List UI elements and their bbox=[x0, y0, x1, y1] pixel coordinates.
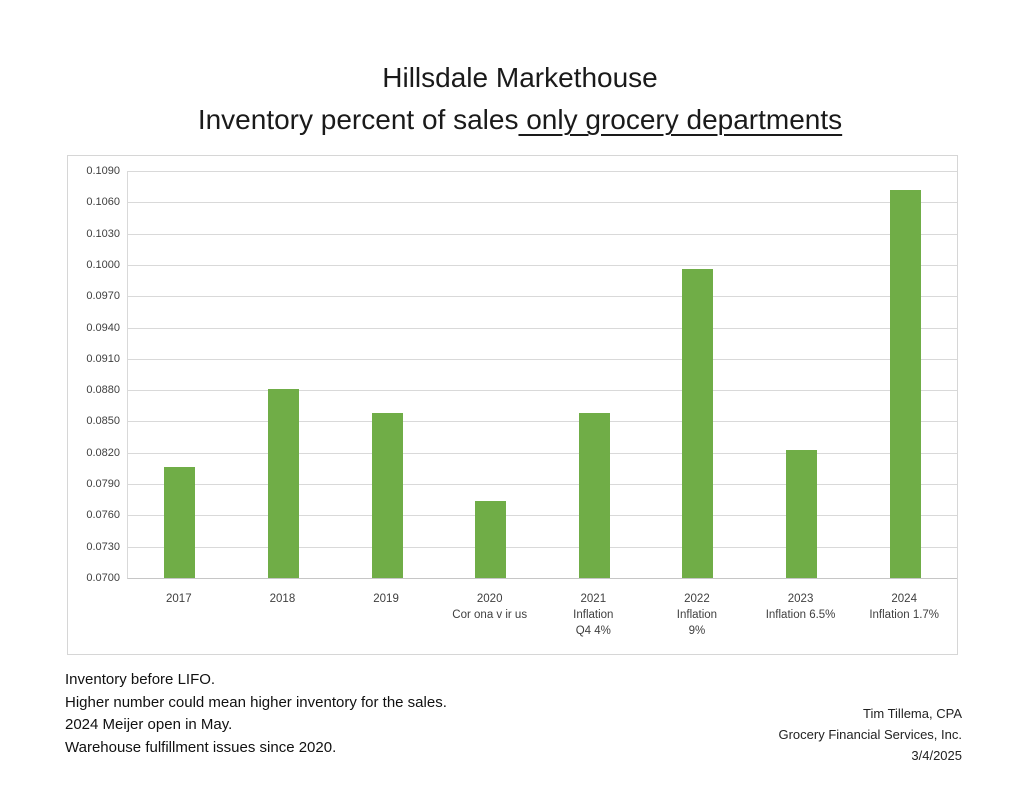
gridline bbox=[128, 515, 957, 517]
footnote-line: Warehouse fulfillment issues since 2020. bbox=[65, 738, 337, 756]
x-tick-sublabel: 9% bbox=[688, 625, 706, 637]
x-tick-sublabel: Inflation 1.7% bbox=[869, 609, 940, 621]
bar-2020 bbox=[475, 501, 506, 578]
y-tick-label: 0.0730 bbox=[86, 540, 120, 553]
gridline bbox=[128, 546, 957, 548]
x-tick-sublabel: Inflation bbox=[676, 609, 718, 621]
gridline bbox=[128, 421, 957, 423]
footnote-line: Higher number could mean higher inventor… bbox=[65, 693, 447, 711]
gridline bbox=[128, 296, 957, 298]
y-axis: 0.1090 0.1060 0.1030 0.1000 0.0970 0.0940 0.09… bbox=[68, 165, 120, 584]
attribution: Tim Tillema, CPA Grocery Financial Servi… bbox=[778, 703, 962, 766]
gridline bbox=[128, 358, 957, 360]
x-tick-sublabel: Cor ona v ir us bbox=[452, 609, 528, 621]
x-tick-year: 2021 bbox=[580, 593, 607, 605]
x-axis: 2017 2018 2019 2020 Cor ona v ir us 2021 Infla… bbox=[127, 584, 956, 639]
x-tick-2017: 2017 bbox=[127, 584, 231, 639]
x-tick-year: 2020 bbox=[476, 593, 503, 605]
gridline bbox=[128, 264, 957, 266]
x-tick-sublabel: Q4 4% bbox=[575, 625, 611, 637]
x-tick-year: 2019 bbox=[373, 593, 399, 605]
x-tick-2021: 2021 Inflation Q4 4% bbox=[542, 584, 646, 639]
footnotes: Inventory before LIFO. Higher number cou… bbox=[65, 669, 447, 759]
x-tick-2018: 2018 bbox=[231, 584, 335, 639]
y-tick-label: 0.0820 bbox=[86, 446, 120, 459]
x-tick-2023: 2023 Inflation 6.5% bbox=[749, 584, 853, 639]
x-tick-2022: 2022 Inflation 9% bbox=[645, 584, 749, 639]
y-tick-label: 0.0700 bbox=[86, 572, 120, 584]
bar-2024 bbox=[890, 190, 921, 578]
y-tick-label: 0.0970 bbox=[86, 290, 120, 303]
y-tick-label: 0.0760 bbox=[86, 509, 120, 522]
x-tick-sublabel: Inflation 6.5% bbox=[765, 609, 836, 621]
y-tick-label: 0.1030 bbox=[86, 227, 120, 240]
gridline bbox=[128, 202, 957, 204]
gridline bbox=[128, 390, 957, 392]
x-tick-2024: 2024 Inflation 1.7% bbox=[852, 584, 956, 639]
x-tick-sublabel: Inflation bbox=[573, 609, 614, 621]
gridline bbox=[128, 233, 957, 235]
gridline bbox=[128, 327, 957, 329]
chart-title-line2: Inventory percent of sales only grocery … bbox=[16, 99, 1024, 141]
y-tick-label: 0.0850 bbox=[86, 415, 120, 428]
bar-2023 bbox=[786, 450, 817, 578]
attribution-company: Grocery Financial Services, Inc. bbox=[778, 727, 962, 742]
bar-2021 bbox=[579, 413, 610, 578]
x-tick-year: 2022 bbox=[684, 593, 710, 605]
gridline bbox=[128, 171, 957, 172]
x-tick-2019: 2019 bbox=[334, 584, 438, 639]
gridline bbox=[128, 484, 957, 486]
y-tick-label: 0.0910 bbox=[86, 352, 120, 365]
y-tick-label: 0.0790 bbox=[86, 478, 120, 491]
bar-2018 bbox=[268, 389, 299, 578]
x-tick-year: 2023 bbox=[787, 593, 814, 605]
gridline bbox=[128, 452, 957, 454]
attribution-date: 3/4/2025 bbox=[911, 748, 962, 763]
y-tick-label: 0.1060 bbox=[86, 196, 120, 209]
footnote-line: 2024 Meijer open in May. bbox=[65, 716, 233, 733]
y-tick-label: 0.1090 bbox=[86, 165, 120, 177]
chart-title-line1: Hillsdale Markethouse bbox=[382, 62, 658, 93]
y-tick-label: 0.1000 bbox=[86, 258, 120, 271]
bar-2017 bbox=[164, 467, 195, 578]
x-tick-year: 2017 bbox=[166, 593, 192, 605]
x-tick-year: 2018 bbox=[269, 593, 296, 605]
y-tick-label: 0.0880 bbox=[86, 384, 120, 397]
x-tick-2020: 2020 Cor ona v ir us bbox=[438, 584, 542, 639]
plot-area bbox=[127, 171, 957, 579]
attribution-name: Tim Tillema, CPA bbox=[863, 706, 962, 721]
chart-frame: 0.1090 0.1060 0.1030 0.1000 0.0970 0.0940 0.09… bbox=[67, 155, 958, 655]
bar-2019 bbox=[372, 413, 403, 578]
x-tick-year: 2024 bbox=[891, 593, 917, 605]
chart-title-line2-plain: Inventory percent of sales bbox=[197, 104, 519, 135]
y-tick-label: 0.0940 bbox=[86, 321, 120, 334]
footnote-line: Inventory before LIFO. bbox=[65, 671, 216, 688]
bar-2022 bbox=[682, 269, 713, 578]
chart-title-line2-underlined: only grocery departments bbox=[518, 104, 843, 135]
chart-title: Hillsdale Markethouse Inventory percent … bbox=[0, 57, 1024, 141]
